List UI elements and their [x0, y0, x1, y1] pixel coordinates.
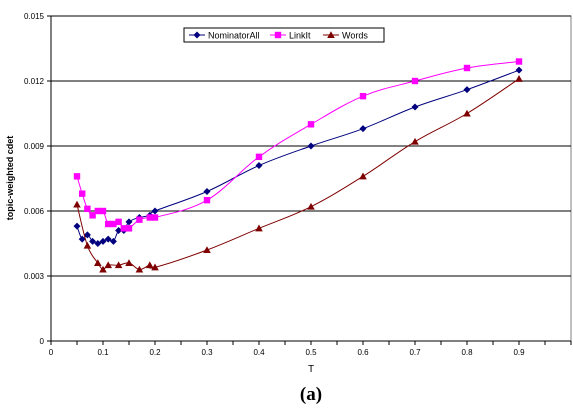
- y-tick-label-2: 0.006: [24, 207, 45, 216]
- x-tick-label-5: 0.5: [305, 348, 317, 357]
- data-point-nominatorall-13: [151, 207, 159, 215]
- legend-marker-shape-nominatorall: [193, 31, 201, 39]
- data-point-words-7: [135, 265, 144, 273]
- y-tick-label-4: 0.012: [24, 77, 45, 86]
- gridlines: [51, 15, 571, 277]
- data-point-words-14: [411, 137, 419, 145]
- figure-caption: (a): [300, 384, 322, 405]
- data-point-nominatorall-5: [99, 237, 107, 245]
- data-point-nominatorall-14: [203, 188, 211, 195]
- data-point-linkit-1: [79, 190, 86, 197]
- series-nominatorall: [73, 66, 523, 247]
- legend-marker-shape-words: [327, 31, 335, 38]
- data-point-linkit-8: [115, 218, 122, 226]
- data-point-linkit-5: [99, 207, 107, 215]
- data-point-nominatorall-17: [359, 125, 367, 133]
- data-point-linkit-19: [463, 64, 471, 72]
- data-point-nominatorall-1: [78, 235, 86, 243]
- data-point-nominatorall-20: [515, 66, 523, 74]
- data-point-words-12: [307, 202, 315, 210]
- data-point-linkit-14: [203, 196, 211, 204]
- legend-label-words: Words: [342, 31, 368, 41]
- data-point-words-5: [114, 261, 123, 269]
- data-point-linkit-0: [73, 173, 81, 180]
- data-point-nominatorall-3: [89, 237, 97, 245]
- data-point-words-2: [94, 259, 102, 266]
- data-point-words-0: [73, 200, 81, 208]
- legend-label-linkit: LinkIt: [289, 31, 311, 41]
- legend-marker-nominatorall: [193, 31, 201, 39]
- data-point-nominatorall-4: [94, 240, 102, 247]
- data-point-linkit-18: [411, 77, 419, 85]
- legend-entry-nominatorall: NominatorAll: [189, 31, 260, 41]
- legend-marker-linkit: [274, 31, 282, 39]
- x-tick-label-7: 0.7: [409, 348, 421, 357]
- data-point-nominatorall-18: [411, 103, 419, 111]
- data-point-nominatorall-0: [73, 222, 81, 230]
- x-tick-label-9: 0.9: [513, 348, 525, 357]
- data-point-linkit-12: [146, 214, 153, 221]
- legend-entry-words: Words: [323, 31, 368, 41]
- y-tick-label-5: 0.015: [24, 12, 45, 21]
- x-tick-label-0: 0: [49, 348, 54, 357]
- data-point-words-11: [255, 224, 263, 232]
- series-linkit: [73, 58, 523, 232]
- plot-area: [50, 15, 572, 342]
- data-point-words-15: [463, 109, 471, 117]
- x-tick-label-6: 0.6: [357, 348, 369, 357]
- data-point-linkit-13: [151, 214, 159, 221]
- data-point-linkit-17: [359, 92, 367, 100]
- data-point-linkit-7: [110, 220, 117, 228]
- data-point-linkit-2: [84, 205, 91, 213]
- y-tick-label-1: 0.003: [24, 272, 45, 281]
- data-point-linkit-6: [105, 220, 112, 228]
- legend-marker-words: [327, 31, 335, 38]
- data-point-nominatorall-2: [83, 231, 91, 239]
- data-point-linkit-4: [94, 207, 101, 215]
- x-tick-label-3: 0.3: [201, 348, 213, 357]
- data-point-linkit-9: [120, 225, 127, 232]
- data-point-nominatorall-6: [104, 235, 112, 243]
- data-point-nominatorall-15: [255, 162, 263, 169]
- x-axis-title: T: [308, 364, 314, 375]
- data-point-words-3: [99, 265, 107, 273]
- data-point-linkit-16: [307, 121, 315, 128]
- x-tick-label-4: 0.4: [253, 348, 265, 357]
- y-axis-title: topic-weighted cdet: [5, 136, 15, 221]
- data-point-words-8: [146, 261, 154, 269]
- data-point-words-4: [104, 261, 112, 269]
- data-point-nominatorall-8: [115, 227, 123, 234]
- axes: [47, 15, 572, 345]
- data-point-linkit-10: [125, 225, 133, 232]
- y-tick-label-0: 0: [40, 337, 45, 346]
- legend: NominatorAll LinkIt Words: [183, 27, 385, 43]
- data-point-words-13: [359, 172, 367, 180]
- x-axis-tick-labels: 0 0.1 0.2 0.3 0.4 0.5 0.6 0.7 0.8 0.9: [49, 348, 525, 357]
- data-point-nominatorall-7: [109, 237, 117, 245]
- data-point-nominatorall-19: [463, 86, 471, 94]
- x-tick-label-2: 0.2: [149, 348, 161, 357]
- legend-label-nominatorall: NominatorAll: [208, 31, 260, 41]
- series-words: [73, 75, 523, 273]
- y-axis-tick-labels: 0 0.003 0.006 0.009 0.012 0.015: [24, 12, 45, 346]
- series-layer: [73, 58, 523, 273]
- y-tick-label-3: 0.009: [24, 142, 45, 151]
- data-point-linkit-3: [89, 212, 96, 219]
- data-point-words-16: [515, 75, 523, 82]
- data-point-linkit-15: [255, 153, 263, 161]
- data-point-words-10: [203, 246, 211, 253]
- data-point-linkit-20: [515, 58, 523, 65]
- x-tick-label-1: 0.1: [97, 348, 109, 357]
- data-point-nominatorall-10: [125, 218, 133, 226]
- legend-marker-shape-linkit: [274, 31, 282, 39]
- data-point-linkit-11: [136, 216, 143, 223]
- data-point-words-6: [125, 259, 133, 266]
- legend-entry-linkit: LinkIt: [270, 31, 311, 41]
- data-point-words-1: [83, 241, 92, 249]
- data-point-nominatorall-16: [307, 142, 315, 150]
- data-point-words-9: [151, 263, 159, 271]
- x-tick-label-8: 0.8: [461, 348, 473, 357]
